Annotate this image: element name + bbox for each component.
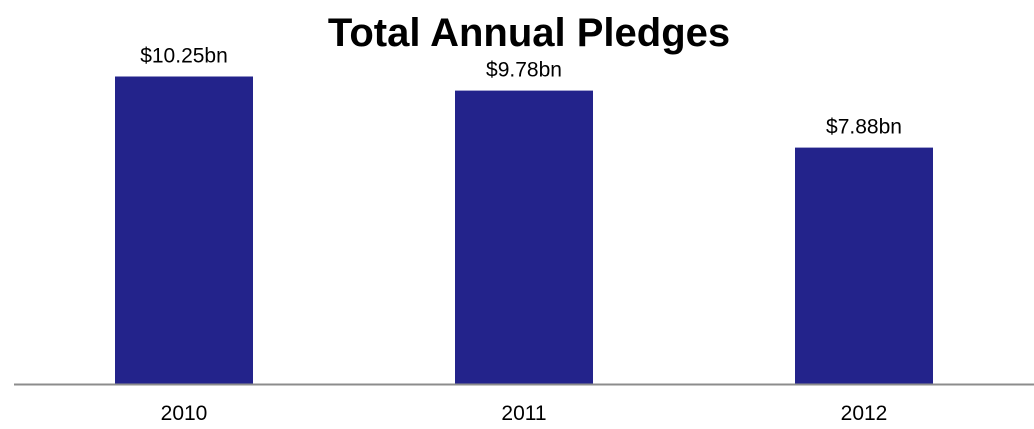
bar-2012 <box>795 147 933 384</box>
bar-2011 <box>455 90 593 384</box>
x-tick-label-2011: 2011 <box>501 402 546 425</box>
data-label-2010: $10.25bn <box>140 45 228 68</box>
bars-layer <box>115 76 933 384</box>
chart-title: Total Annual Pledges <box>328 11 730 55</box>
data-label-2012: $7.88bn <box>826 116 902 139</box>
x-tick-label-2012: 2012 <box>841 402 888 425</box>
bar-2010 <box>115 76 253 384</box>
data-labels-layer: $10.25bn $9.78bn $7.88bn <box>140 45 902 139</box>
x-tick-labels-layer: 2010 2011 2012 <box>161 402 888 425</box>
data-label-2011: $9.78bn <box>486 59 562 82</box>
x-tick-label-2010: 2010 <box>161 402 208 425</box>
